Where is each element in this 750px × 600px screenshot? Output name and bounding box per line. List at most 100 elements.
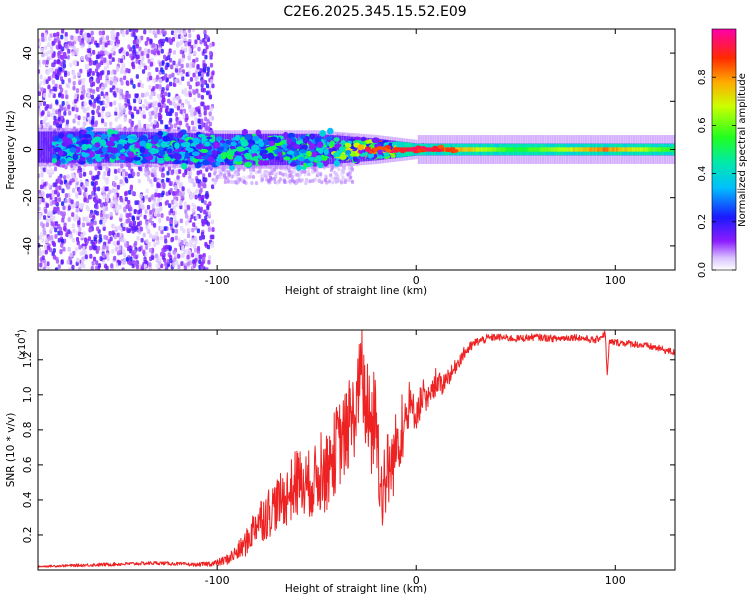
spectrogram-cell (89, 170, 93, 176)
spectrogram-cell (186, 100, 191, 106)
spectrogram-cell (198, 196, 202, 201)
spectrogram-cell (113, 100, 117, 106)
spectrogram-cell (209, 106, 213, 112)
spectrogram-cell (151, 255, 155, 261)
spectrogram-cell (292, 179, 296, 184)
spectrogram-cell (78, 80, 82, 86)
spectrogram-cell (44, 115, 48, 121)
spectrogram-cell (106, 128, 114, 135)
spectrogram-cell (145, 238, 149, 244)
spectrogram-cell (161, 38, 166, 44)
spectrogram-cell (113, 75, 117, 81)
spectrogram-cell (72, 118, 76, 124)
spectrogram-cell (114, 116, 118, 122)
spectrogram-cell (203, 29, 207, 35)
spectrogram-cell (105, 95, 109, 101)
spectrogram-cell (74, 93, 78, 99)
spectrogram-cell (41, 238, 45, 243)
spectrogram-cell (114, 107, 118, 112)
spectrogram-cell (200, 231, 205, 237)
spectrogram-cell (67, 217, 71, 223)
spectrogram-cell (109, 211, 113, 217)
spectrogram-cell (229, 164, 236, 171)
spectrogram-cell (60, 259, 64, 265)
spectrogram-cell (54, 196, 58, 202)
spectrogram-cell (124, 191, 128, 197)
spectrogram-cell (196, 170, 200, 176)
spectrogram-cell (130, 122, 134, 128)
spectrogram-cell (104, 206, 109, 212)
spectrogram-cell (165, 36, 169, 42)
spectrogram-cell (68, 266, 72, 270)
spectrogram-cell (132, 64, 136, 70)
spectrogram-cell (181, 190, 185, 196)
spectrogram-cell (327, 127, 334, 135)
spectrogram-cell (109, 101, 113, 107)
spectrogram-cell (111, 188, 115, 193)
spectrogram-cell (95, 63, 100, 69)
spectrogram-cell (200, 261, 204, 267)
spectrogram-cell (188, 47, 192, 53)
spectrogram-cell (104, 103, 108, 109)
spectrogram-cell (40, 131, 43, 163)
spectrogram-cell (183, 36, 187, 42)
spectrogram-cell (163, 54, 167, 60)
spectrogram-cell (74, 36, 78, 42)
spectrogram-cell (156, 50, 161, 56)
spectrogram-cell (179, 109, 183, 115)
spectrogram-cell (137, 209, 141, 215)
spectrogram-cell (142, 109, 146, 115)
spectrogram-cell (134, 225, 138, 230)
spectrogram-cell (118, 95, 122, 101)
spectrogram-cell (334, 178, 338, 183)
spectrogram-cell (217, 175, 221, 180)
spectrogram-cell (118, 245, 122, 250)
spectrogram-cell (110, 202, 114, 207)
spectrogram-cell (158, 39, 162, 45)
spectrogram-cell (137, 98, 142, 104)
spectrogram-cell (143, 92, 147, 98)
spectrogram-cell (191, 207, 195, 213)
spectrogram-cell (203, 209, 207, 215)
spectrogram-cell (38, 251, 42, 257)
spectrogram-cell (151, 168, 155, 174)
spectrogram-cell (99, 100, 103, 106)
spectrogram-cell (152, 78, 156, 84)
spectrogram-cell (339, 180, 344, 185)
spectrogram-cell (142, 249, 146, 255)
spectrogram-cell (176, 175, 180, 180)
spectrogram-cell (134, 240, 138, 246)
spectrogram-cell (62, 205, 66, 211)
spectrogram-cell (208, 201, 212, 207)
spectrogram-cell (123, 117, 127, 123)
spectrogram-cell (144, 245, 149, 250)
spectrogram-cell (203, 41, 207, 46)
spectrogram-cell (238, 177, 242, 182)
spectrogram-cell (91, 36, 95, 42)
spectrogram-cell (202, 67, 206, 73)
spectrogram-cell (143, 50, 147, 56)
spectrogram-cell (72, 228, 76, 234)
spectrogram-cell (111, 31, 115, 37)
spectrogram-cell (72, 71, 76, 77)
spectrogram-cell (169, 187, 173, 193)
spectrogram-cell (136, 171, 140, 177)
spectrogram-cell (210, 79, 214, 84)
spectrogram-cell (95, 260, 99, 266)
spectrogram-cell (168, 74, 172, 79)
spectrogram-cell (160, 48, 164, 54)
spectrogram-cell (120, 197, 124, 203)
spectrogram-cell (78, 165, 82, 171)
spectrogram-cell (50, 226, 54, 231)
spectrogram-cell (206, 105, 210, 110)
spectrogram-cell (88, 213, 93, 219)
spectrogram-cell (102, 226, 106, 232)
spectrogram-cell (121, 267, 125, 270)
spectrogram-cell (128, 212, 132, 218)
spectrogram-cell (211, 177, 215, 182)
spectrogram-cell (154, 192, 158, 198)
spectrogram-cell (208, 172, 212, 178)
spectrogram-cell (85, 198, 90, 204)
spectrogram-cell (174, 112, 178, 117)
